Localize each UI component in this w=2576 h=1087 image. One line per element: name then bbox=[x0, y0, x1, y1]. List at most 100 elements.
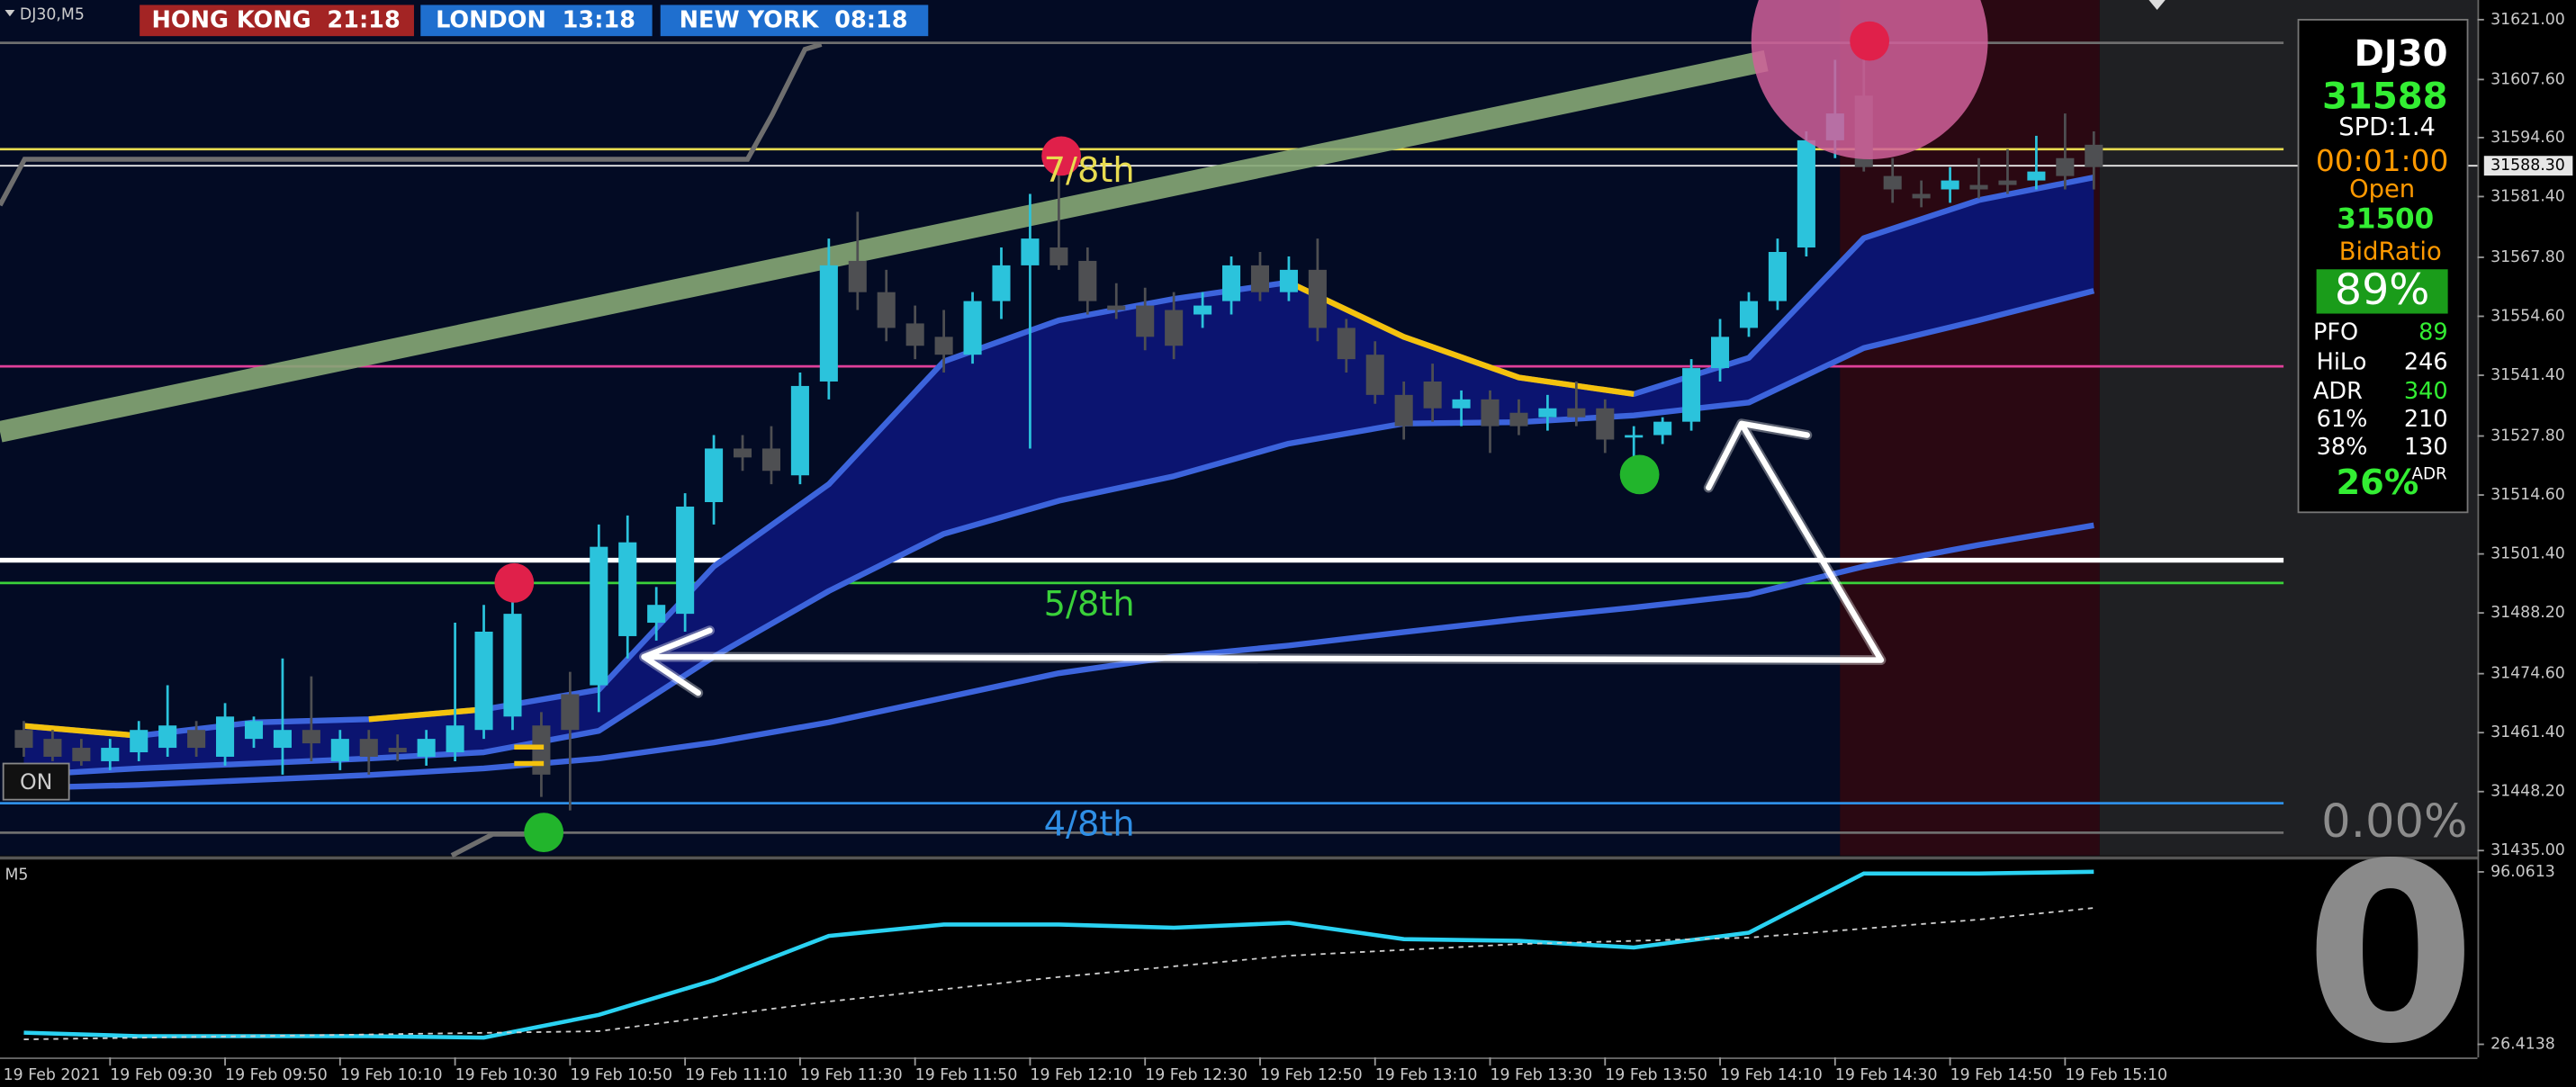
level-label: 5/8th bbox=[1044, 584, 1135, 624]
candle-body bbox=[1596, 408, 1615, 440]
candle-body bbox=[1107, 305, 1126, 310]
overlay: DJ30,M5 HONG KONG 21:18 LONDON 13:18 NEW… bbox=[2, 0, 2469, 853]
candle-body bbox=[1998, 180, 2017, 185]
current-price-box bbox=[2483, 156, 2573, 176]
chart-title: DJ30,M5 bbox=[20, 5, 85, 23]
signal-dot bbox=[1850, 21, 1890, 61]
candle-body bbox=[1078, 260, 1097, 301]
y-tick-label: 31567.80 bbox=[2490, 248, 2565, 266]
y-tick-label: 31581.40 bbox=[2490, 187, 2565, 205]
y-tick-label: 31501.40 bbox=[2490, 545, 2565, 563]
clock-label: LONDON 13:18 bbox=[436, 7, 635, 34]
x-tick-label: 19 Feb 11:30 bbox=[800, 1066, 903, 1084]
hand-drawn-arrow bbox=[641, 420, 1885, 696]
signal-dot bbox=[1041, 136, 1082, 176]
on-button[interactable] bbox=[2, 762, 70, 801]
level-label: 7/8th bbox=[1044, 150, 1135, 191]
x-tick-label: 19 Feb 09:30 bbox=[110, 1066, 212, 1084]
panel-title: M5 bbox=[5, 867, 28, 885]
symbol: DJ30 bbox=[2354, 33, 2447, 75]
signal-dot bbox=[494, 562, 535, 603]
clock-box bbox=[660, 4, 929, 37]
stat-value: 246 bbox=[2404, 348, 2448, 375]
y-tick-label: 26.4138 bbox=[2490, 1036, 2555, 1054]
y-tick-label: 31621.00 bbox=[2490, 11, 2565, 29]
level-label: 4/8th bbox=[1044, 804, 1135, 845]
candle-body bbox=[819, 265, 838, 382]
candle-body bbox=[1969, 184, 1988, 190]
trend-channel bbox=[0, 49, 1769, 443]
on-button-label[interactable]: ON bbox=[20, 769, 52, 795]
candle-body bbox=[790, 385, 809, 476]
indicator-line bbox=[23, 723, 140, 739]
candle-body bbox=[1337, 328, 1356, 360]
adr-label: ADR bbox=[2411, 464, 2447, 483]
candle-body bbox=[733, 448, 752, 458]
axes: 7/8th 5/8th 4/8th 31621.00 31607.60 31594.60 3… bbox=[4, 5, 2573, 1087]
shift-marker bbox=[2148, 0, 2166, 10]
x-tick-label: 19 Feb 12:50 bbox=[1260, 1066, 1363, 1084]
x-tick-label: 19 Feb 13:10 bbox=[1375, 1066, 1478, 1084]
candle-body bbox=[1682, 368, 1701, 422]
candle-body bbox=[1567, 408, 1586, 418]
change-label: 0.00% bbox=[2321, 795, 2467, 849]
candle-body bbox=[1941, 180, 1959, 190]
indicator-line bbox=[368, 706, 484, 723]
clock-box bbox=[140, 4, 414, 37]
candle-body bbox=[158, 725, 177, 749]
candle-body bbox=[1250, 265, 1270, 292]
x-tick-label: 19 Feb 11:10 bbox=[685, 1066, 788, 1084]
stat-value: 340 bbox=[2404, 378, 2448, 405]
candle-body bbox=[130, 730, 149, 753]
candle-body bbox=[446, 725, 464, 753]
candle-body bbox=[474, 631, 493, 731]
candle-body bbox=[359, 739, 378, 757]
bid-ratio: 89% bbox=[2335, 265, 2429, 315]
x-tick-label: 19 Feb 09:50 bbox=[225, 1066, 328, 1084]
candle-body bbox=[1625, 435, 1644, 438]
candle-body bbox=[618, 542, 637, 636]
y-tick-label: 31474.60 bbox=[2490, 665, 2565, 683]
open-price: 31500 bbox=[2337, 203, 2434, 236]
y-tick-label: 31607.60 bbox=[2490, 70, 2565, 88]
candle-body bbox=[1365, 355, 1384, 395]
candle-body bbox=[43, 739, 62, 757]
y-tick-label: 31448.20 bbox=[2490, 783, 2565, 801]
oscillator-line bbox=[23, 869, 2094, 1040]
y-tick-label: 31435.00 bbox=[2490, 841, 2565, 859]
candle-body bbox=[503, 614, 522, 717]
y-tick-label: 31541.40 bbox=[2490, 366, 2565, 384]
window-title: DJ30,M5 bbox=[20, 5, 85, 23]
x-tick-label: 19 Feb 13:50 bbox=[1605, 1066, 1707, 1084]
y-tick-label: 96.0613 bbox=[2490, 863, 2555, 881]
candle-body bbox=[905, 323, 924, 346]
candle-body bbox=[848, 260, 867, 292]
candle-body bbox=[2056, 157, 2075, 176]
timer: 00:01:00 bbox=[2316, 144, 2449, 178]
stat-value: 130 bbox=[2404, 434, 2448, 461]
y-tick-label: 31527.80 bbox=[2490, 427, 2565, 445]
candle-body bbox=[1509, 412, 1528, 427]
stat-value: 89 bbox=[2418, 319, 2448, 346]
candle-body bbox=[216, 716, 235, 757]
price: 31588 bbox=[2322, 76, 2448, 117]
x-tick-label: 19 Feb 13:30 bbox=[1491, 1066, 1593, 1084]
candle-body bbox=[1538, 408, 1557, 418]
signal-dot bbox=[1619, 454, 1660, 495]
candle-body bbox=[647, 605, 666, 624]
x-start-label: 19 Feb 2021 bbox=[4, 1066, 101, 1084]
x-tick-label: 19 Feb 12:30 bbox=[1145, 1066, 1247, 1084]
candle-body bbox=[273, 730, 292, 749]
stat-label: 38% bbox=[2317, 434, 2368, 461]
clock-label: NEW YORK 08:18 bbox=[680, 7, 908, 34]
candle-body bbox=[1193, 305, 1212, 315]
y-tick-label: 31514.60 bbox=[2490, 486, 2565, 504]
candle-body bbox=[1423, 381, 1442, 409]
adr-percent: 26% bbox=[2337, 463, 2419, 503]
bid-ratio-label: BidRatio bbox=[2339, 238, 2442, 266]
candle-body bbox=[963, 301, 982, 355]
oscillator-line bbox=[23, 907, 2094, 1040]
candle-body bbox=[101, 748, 120, 761]
candle-body bbox=[2085, 144, 2103, 167]
